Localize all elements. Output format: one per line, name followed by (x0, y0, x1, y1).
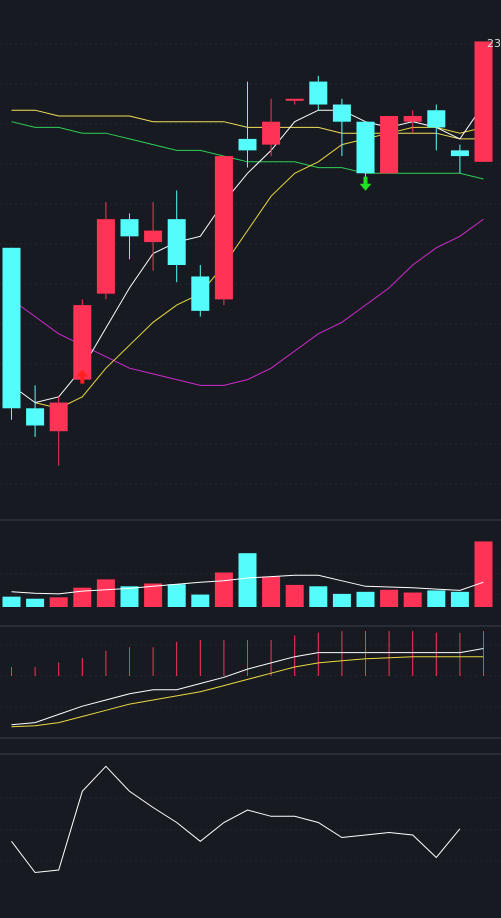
candle-body (403, 115, 422, 122)
candle-body (238, 138, 257, 151)
indicator-line-white (11, 648, 484, 726)
candle-body (49, 402, 68, 432)
volume-ma-line (11, 574, 484, 595)
volume-bar (427, 590, 446, 607)
volume-bar (285, 584, 304, 607)
candle-body (474, 41, 493, 162)
buy-arrow-icon (76, 369, 89, 384)
volume-bar (49, 597, 68, 607)
candle-body (332, 104, 351, 122)
volume-bar (238, 553, 257, 607)
last-price-label: 23 (487, 37, 501, 50)
volume-bar (167, 584, 186, 607)
volume-panel (2, 541, 493, 607)
candle-body (191, 276, 210, 311)
volume-bar (191, 594, 210, 607)
candle-body (309, 81, 328, 105)
candle-body (285, 98, 304, 101)
indicator-panel-1 (11, 631, 484, 728)
volume-bar (2, 596, 21, 607)
candle-body (262, 121, 281, 145)
volume-bar (380, 589, 399, 607)
volume-bar (214, 572, 233, 607)
candle-body (427, 110, 446, 128)
volume-bar (332, 593, 351, 607)
volume-bar (144, 583, 163, 607)
candle-body (120, 219, 139, 237)
volume-bar (309, 586, 328, 607)
volume-bar (403, 592, 422, 607)
candle-body (26, 408, 45, 426)
volume-bar (26, 598, 45, 607)
volume-bar (96, 579, 115, 607)
candle-body (450, 150, 469, 157)
indicator-panel-2 (11, 765, 461, 874)
candle-body (73, 305, 92, 380)
candle-body (356, 121, 375, 174)
candle-body (2, 247, 21, 409)
candle-body (144, 230, 163, 243)
sell-arrow-icon (359, 176, 372, 191)
indicator-line-yellow (11, 656, 484, 728)
candle-body (214, 156, 233, 300)
candle-body (96, 219, 115, 294)
ma-line-yellow (34, 126, 484, 409)
volume-bar (474, 541, 493, 607)
indicator-line (11, 765, 461, 874)
volume-bar (262, 576, 281, 607)
volume-bar (450, 591, 469, 607)
candle-body (167, 219, 186, 265)
price-panel (2, 41, 493, 466)
volume-bar (120, 586, 139, 607)
candle-body (380, 115, 399, 174)
volume-bar (73, 587, 92, 607)
volume-bar (356, 591, 375, 607)
